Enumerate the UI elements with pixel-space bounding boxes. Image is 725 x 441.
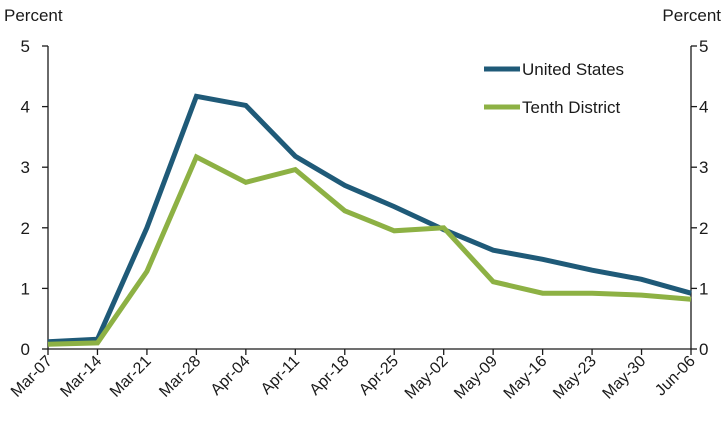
- x-tick-label: May-30: [600, 353, 650, 403]
- x-tick-label: Apr-25: [356, 353, 402, 399]
- y-tick-label-right: 1: [699, 279, 708, 298]
- legend-label: United States: [522, 60, 624, 79]
- x-tick-label: May-02: [402, 353, 452, 403]
- series-line-tenth-district: [47, 153, 692, 347]
- x-tick-label: Apr-18: [307, 353, 353, 399]
- y-tick-label-right: 3: [699, 158, 708, 177]
- y-tick-label-right: 2: [699, 219, 708, 238]
- y-tick-label-left: 3: [21, 158, 30, 177]
- x-tick-label: May-09: [451, 353, 501, 403]
- series-line-united-states: [47, 93, 692, 345]
- legend: United States Tenth District: [484, 60, 624, 117]
- x-tick-label: Jun-06: [652, 353, 699, 400]
- y-tick-label-left: 2: [21, 219, 30, 238]
- x-tick-label: Mar-21: [107, 353, 155, 401]
- legend-label: Tenth District: [522, 98, 621, 117]
- x-tick-label: Mar-14: [57, 353, 105, 401]
- y-tick-label-right: 0: [699, 340, 708, 359]
- y-tick-label-right: 4: [699, 98, 708, 117]
- x-tick-label: Apr-11: [258, 353, 303, 398]
- y-tick-label-left: 0: [21, 340, 30, 359]
- x-tick-label: Mar-28: [156, 353, 204, 401]
- x-tick-label: May-16: [501, 353, 551, 403]
- y-tick-label-left: 4: [21, 98, 30, 117]
- x-tick-label: Mar-07: [8, 353, 56, 401]
- x-tick-label: Apr-04: [208, 353, 254, 399]
- y-tick-label-left: 5: [21, 37, 30, 56]
- y-tick-label-right: 5: [699, 37, 708, 56]
- y-axis-label-left: Percent: [4, 6, 63, 25]
- series-lines: [47, 93, 692, 347]
- x-tick-label: May-23: [550, 353, 600, 403]
- y-axis-label-right: Percent: [662, 6, 721, 25]
- y-tick-label-left: 1: [21, 279, 30, 298]
